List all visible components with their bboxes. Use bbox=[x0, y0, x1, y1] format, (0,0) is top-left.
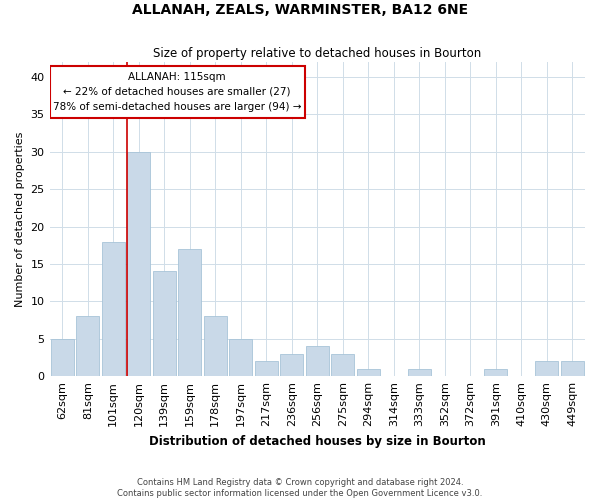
Bar bbox=[204, 316, 227, 376]
Text: ALLANAH: 115sqm: ALLANAH: 115sqm bbox=[128, 72, 226, 83]
Text: ALLANAH, ZEALS, WARMINSTER, BA12 6NE: ALLANAH, ZEALS, WARMINSTER, BA12 6NE bbox=[132, 2, 468, 16]
Bar bbox=[408, 368, 431, 376]
Bar bbox=[484, 368, 507, 376]
Title: Size of property relative to detached houses in Bourton: Size of property relative to detached ho… bbox=[153, 46, 481, 60]
Bar bbox=[331, 354, 354, 376]
Bar bbox=[229, 339, 252, 376]
Bar bbox=[51, 339, 74, 376]
Bar bbox=[76, 316, 99, 376]
Bar bbox=[127, 152, 150, 376]
Bar bbox=[153, 272, 176, 376]
Text: 78% of semi-detached houses are larger (94) →: 78% of semi-detached houses are larger (… bbox=[53, 102, 301, 112]
Bar bbox=[280, 354, 303, 376]
Y-axis label: Number of detached properties: Number of detached properties bbox=[15, 132, 25, 307]
Bar bbox=[535, 361, 558, 376]
Bar bbox=[561, 361, 584, 376]
Text: ← 22% of detached houses are smaller (27): ← 22% of detached houses are smaller (27… bbox=[63, 87, 291, 97]
Bar bbox=[357, 368, 380, 376]
Bar bbox=[178, 249, 201, 376]
Bar bbox=[50, 66, 305, 118]
X-axis label: Distribution of detached houses by size in Bourton: Distribution of detached houses by size … bbox=[149, 434, 485, 448]
Bar bbox=[102, 242, 125, 376]
Bar bbox=[255, 361, 278, 376]
Bar bbox=[306, 346, 329, 376]
Text: Contains HM Land Registry data © Crown copyright and database right 2024.
Contai: Contains HM Land Registry data © Crown c… bbox=[118, 478, 482, 498]
